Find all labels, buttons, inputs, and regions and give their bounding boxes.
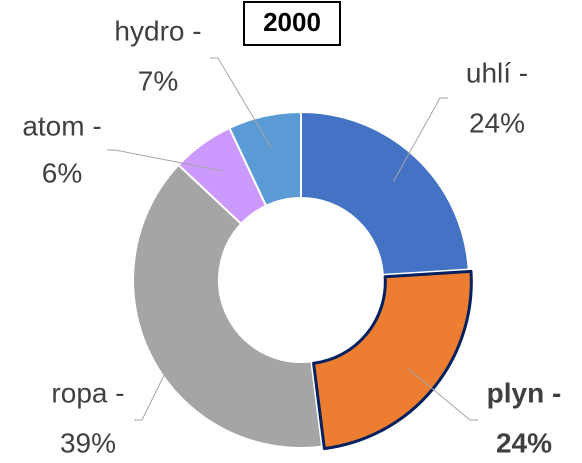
leader-line bbox=[134, 341, 182, 421]
chart-title: 2000 bbox=[263, 7, 321, 37]
leader-line bbox=[392, 97, 448, 182]
category-label: atom - bbox=[22, 110, 101, 141]
leader-line bbox=[210, 57, 272, 149]
title-box bbox=[243, 1, 341, 46]
value-label: 6% bbox=[42, 157, 82, 188]
category-label: uhlí - bbox=[466, 57, 528, 88]
donut-slice bbox=[228, 111, 302, 207]
value-label: 7% bbox=[138, 65, 178, 96]
donut-slice bbox=[312, 269, 473, 451]
category-label: hydro - bbox=[114, 15, 201, 46]
leader-line bbox=[107, 149, 222, 172]
category-label: ropa - bbox=[51, 377, 124, 408]
leader-line bbox=[407, 367, 478, 421]
value-label: 24% bbox=[469, 107, 525, 138]
donut-slice bbox=[132, 163, 324, 449]
value-label: 39% bbox=[60, 427, 116, 458]
category-label: plyn - bbox=[487, 377, 562, 408]
donut-slice bbox=[300, 111, 470, 276]
value-label: 24% bbox=[496, 427, 552, 458]
